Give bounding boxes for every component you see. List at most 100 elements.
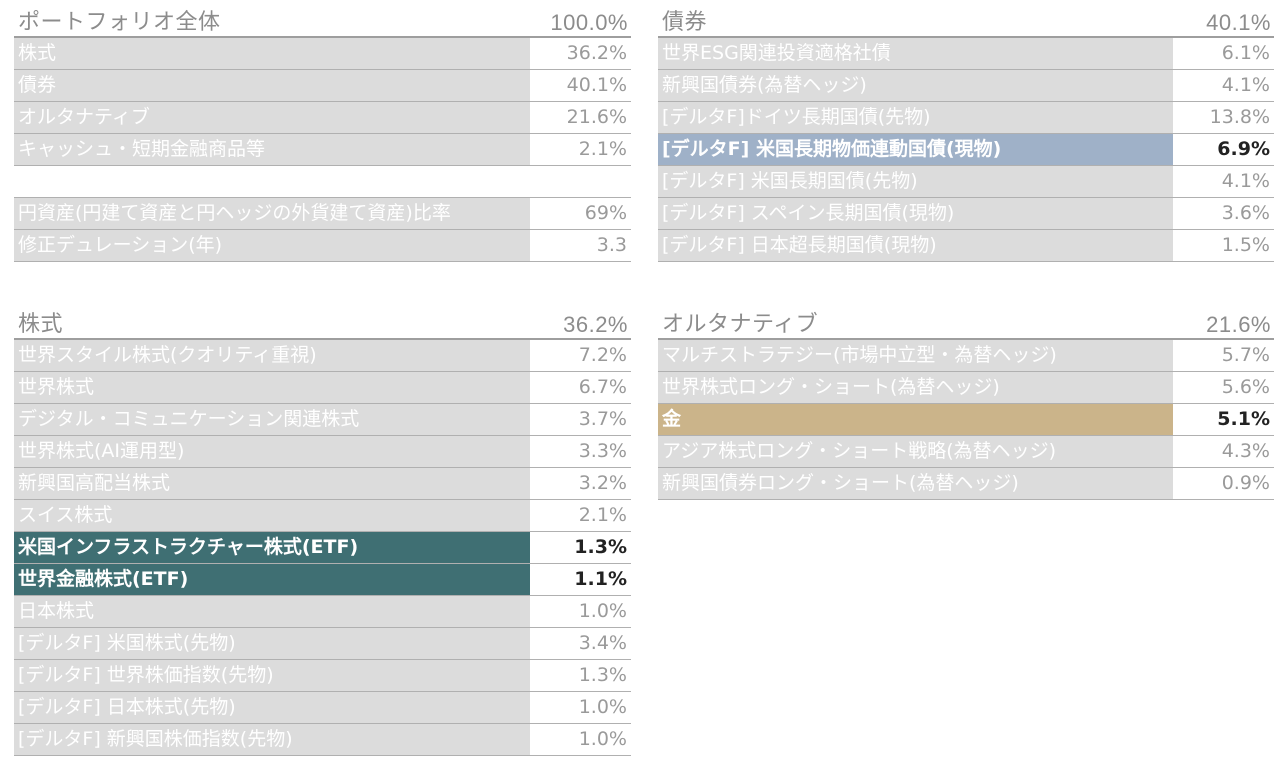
row-label: 新興国債券ロング・ショート(為替ヘッジ) — [658, 468, 1174, 499]
table-row: 世界株式(AI運用型) 3.3% — [14, 436, 631, 468]
bonds-panel: 債券 40.1% 世界ESG関連投資適格社債 6.1% 新興国債券(為替ヘッジ) 4.… — [658, 4, 1274, 262]
table-row: デジタル・コミュニケーション関連株式 3.7% — [14, 404, 631, 436]
row-label: マルチストラテジー(市場中立型・為替ヘッジ) — [658, 340, 1174, 371]
row-label: 金 — [658, 404, 1174, 435]
alternatives-panel: オルタナティブ 21.6% マルチストラテジー(市場中立型・為替ヘッジ) 5.7%… — [658, 306, 1274, 500]
table-row: [デルタF] 日本超長期国債(現物) 1.5% — [658, 230, 1274, 262]
row-value: 36.2% — [531, 38, 631, 69]
alternatives-title: オルタナティブ — [662, 312, 819, 337]
equities-panel: 株式 36.2% 世界スタイル株式(クオリティ重視) 7.2% 世界株式 6.7% デジ… — [14, 306, 631, 756]
row-value: 0.9% — [1174, 468, 1274, 499]
row-label: 円資産(円建て資産と円ヘッジの外貨建て資産)比率 — [14, 198, 531, 229]
row-value: 1.0% — [531, 724, 631, 755]
table-row: キャッシュ・短期金融商品等 2.1% — [14, 134, 631, 166]
row-label: 世界スタイル株式(クオリティ重視) — [14, 340, 531, 371]
table-row: [デルタF]ドイツ長期国債(先物) 13.8% — [658, 102, 1274, 134]
table-row: 新興国債券ロング・ショート(為替ヘッジ) 0.9% — [658, 468, 1274, 500]
table-row: [デルタF] 日本株式(先物) 1.0% — [14, 692, 631, 724]
equities-header: 株式 36.2% — [14, 306, 631, 340]
row-label: アジア株式ロング・ショート戦略(為替ヘッジ) — [658, 436, 1174, 467]
table-row: [デルタF] 米国長期国債(先物) 4.1% — [658, 166, 1274, 198]
row-value: 1.1% — [531, 564, 631, 595]
row-value: 69% — [531, 198, 631, 229]
row-value: 3.7% — [531, 404, 631, 435]
table-row: 新興国債券(為替ヘッジ) 4.1% — [658, 70, 1274, 102]
row-value: 6.7% — [531, 372, 631, 403]
row-label: 世界金融株式(ETF) — [14, 564, 531, 595]
row-label: 世界株式ロング・ショート(為替ヘッジ) — [658, 372, 1174, 403]
portfolio-title: ポートフォリオ全体 — [18, 10, 221, 35]
row-value: 3.2% — [531, 468, 631, 499]
table-row: アジア株式ロング・ショート戦略(為替ヘッジ) 4.3% — [658, 436, 1274, 468]
row-label: デジタル・コミュニケーション関連株式 — [14, 404, 531, 435]
table-row: 円資産(円建て資産と円ヘッジの外貨建て資産)比率 69% — [14, 198, 631, 230]
row-label: 修正デュレーション(年) — [14, 230, 531, 261]
table-row: 世界ESG関連投資適格社債 6.1% — [658, 38, 1274, 70]
row-label: オルタナティブ — [14, 102, 531, 133]
table-row: [デルタF] スペイン長期国債(現物) 3.6% — [658, 198, 1274, 230]
row-value: 5.7% — [1174, 340, 1274, 371]
row-label: [デルタF] スペイン長期国債(現物) — [658, 198, 1174, 229]
row-value: 4.3% — [1174, 436, 1274, 467]
row-value: 21.6% — [531, 102, 631, 133]
bonds-title: 債券 — [662, 10, 708, 35]
row-value: 3.3 — [531, 230, 631, 261]
row-value: 5.6% — [1174, 372, 1274, 403]
row-value: 2.1% — [531, 134, 631, 165]
row-label: キャッシュ・短期金融商品等 — [14, 134, 531, 165]
table-row: 世界金融株式(ETF) 1.1% — [14, 564, 631, 596]
spacer-row — [14, 166, 631, 198]
row-label: スイス株式 — [14, 500, 531, 531]
table-row: 米国インフラストラクチャー株式(ETF) 1.3% — [14, 532, 631, 564]
row-value: 3.4% — [531, 628, 631, 659]
row-label: [デルタF] 米国長期物価連動国債(現物) — [658, 134, 1174, 165]
table-row: 株式 36.2% — [14, 38, 631, 70]
row-label: 債券 — [14, 70, 531, 101]
equities-total: 36.2% — [563, 312, 628, 337]
row-value: 5.1% — [1174, 404, 1274, 435]
row-label: 株式 — [14, 38, 531, 69]
table-row: 世界スタイル株式(クオリティ重視) 7.2% — [14, 340, 631, 372]
row-value: 3.3% — [531, 436, 631, 467]
bonds-total: 40.1% — [1206, 10, 1271, 35]
row-label: 新興国債券(為替ヘッジ) — [658, 70, 1174, 101]
row-label: [デルタF] 日本株式(先物) — [14, 692, 531, 723]
table-row: マルチストラテジー(市場中立型・為替ヘッジ) 5.7% — [658, 340, 1274, 372]
row-value: 1.3% — [531, 660, 631, 691]
portfolio-total: 100.0% — [550, 10, 628, 35]
table-row: スイス株式 2.1% — [14, 500, 631, 532]
row-value: 1.0% — [531, 692, 631, 723]
equities-title: 株式 — [18, 312, 64, 337]
table-row: [デルタF] 米国長期物価連動国債(現物) 6.9% — [658, 134, 1274, 166]
row-value: 1.5% — [1174, 230, 1274, 261]
row-value: 6.9% — [1174, 134, 1274, 165]
row-value: 4.1% — [1174, 70, 1274, 101]
portfolio-header: ポートフォリオ全体 100.0% — [14, 4, 631, 38]
table-row: [デルタF] 新興国株価指数(先物) 1.0% — [14, 724, 631, 756]
row-value: 13.8% — [1174, 102, 1274, 133]
row-label: 世界株式(AI運用型) — [14, 436, 531, 467]
alternatives-total: 21.6% — [1206, 312, 1271, 337]
table-row: 金 5.1% — [658, 404, 1274, 436]
row-label: 世界ESG関連投資適格社債 — [658, 38, 1174, 69]
row-label: [デルタF] 新興国株価指数(先物) — [14, 724, 531, 755]
row-value: 7.2% — [531, 340, 631, 371]
row-label: 新興国高配当株式 — [14, 468, 531, 499]
row-value: 40.1% — [531, 70, 631, 101]
table-row: 債券 40.1% — [14, 70, 631, 102]
row-label: [デルタF] 世界株価指数(先物) — [14, 660, 531, 691]
row-label: [デルタF] 日本超長期国債(現物) — [658, 230, 1174, 261]
table-row: オルタナティブ 21.6% — [14, 102, 631, 134]
table-row: 新興国高配当株式 3.2% — [14, 468, 631, 500]
portfolio-panel: ポートフォリオ全体 100.0% 株式 36.2% 債券 40.1% オルタナティブ 21… — [14, 4, 631, 262]
row-label: [デルタF]ドイツ長期国債(先物) — [658, 102, 1174, 133]
row-label: 日本株式 — [14, 596, 531, 627]
row-label: [デルタF] 米国長期国債(先物) — [658, 166, 1174, 197]
row-value: 4.1% — [1174, 166, 1274, 197]
row-value: 1.0% — [531, 596, 631, 627]
row-label: 米国インフラストラクチャー株式(ETF) — [14, 532, 531, 563]
row-value: 6.1% — [1174, 38, 1274, 69]
row-value: 1.3% — [531, 532, 631, 563]
row-label: 世界株式 — [14, 372, 531, 403]
table-row: 日本株式 1.0% — [14, 596, 631, 628]
